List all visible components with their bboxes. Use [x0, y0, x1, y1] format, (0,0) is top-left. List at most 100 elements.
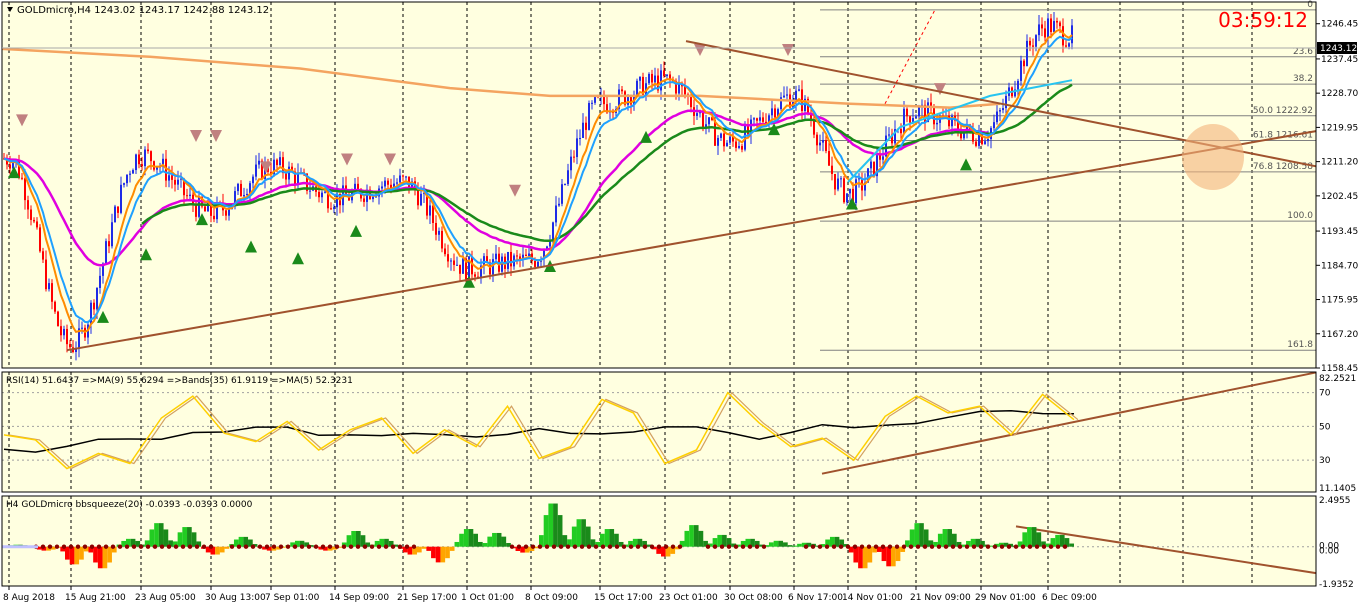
- candle-body: [753, 118, 755, 120]
- squeeze-bar: [172, 541, 178, 547]
- squeeze-bar: [848, 546, 854, 553]
- squeeze-bar: [698, 530, 704, 547]
- squeeze-dot: [89, 544, 95, 549]
- candle-body: [279, 157, 281, 166]
- squeeze-dot: [656, 544, 662, 549]
- candle-body: [1047, 18, 1049, 38]
- candle-body: [813, 120, 815, 135]
- squeeze-bar: [797, 543, 802, 547]
- squeeze-dot: [845, 544, 851, 549]
- candle-body: [900, 128, 902, 134]
- squeeze-dot: [124, 544, 130, 549]
- candle-body: [501, 256, 503, 272]
- squeeze-bar: [529, 546, 535, 551]
- candle-body: [1005, 95, 1007, 109]
- squeeze-bar: [102, 546, 108, 569]
- squeeze-bar: [276, 546, 281, 550]
- squeeze-bar: [1031, 527, 1037, 547]
- candle-body: [993, 122, 995, 129]
- squeeze-trendline[interactable]: [1015, 525, 1317, 575]
- candle-body: [516, 255, 518, 257]
- candle-body: [171, 175, 173, 180]
- squeeze-bar: [477, 541, 483, 547]
- candle-body: [666, 74, 668, 77]
- candle-body: [567, 170, 569, 185]
- candle-body: [441, 230, 443, 249]
- squeeze-dot: [271, 544, 277, 549]
- rsi-axis-label: 50: [1319, 422, 1331, 432]
- candle-body: [978, 134, 980, 146]
- squeeze-dot: [376, 544, 382, 549]
- squeeze-dot: [117, 544, 123, 549]
- squeeze-panel[interactable]: [2, 496, 1316, 586]
- squeeze-bar: [684, 530, 690, 547]
- candle-body: [105, 241, 107, 264]
- candle-body: [21, 177, 23, 179]
- squeeze-bar: [360, 535, 366, 547]
- sell-arrow-icon: [16, 114, 28, 127]
- squeeze-dot: [313, 544, 319, 549]
- candle-body: [762, 117, 764, 122]
- squeeze-bar: [454, 541, 460, 547]
- candle-body: [717, 137, 719, 146]
- squeeze-dot: [516, 544, 522, 549]
- time-axis-label: 21 Nov 09:00: [910, 593, 971, 603]
- candle-body: [621, 89, 623, 92]
- candle-body: [720, 133, 722, 138]
- candle-body: [405, 176, 407, 178]
- candle-body: [924, 104, 926, 123]
- rsi-axis-label: 70: [1319, 389, 1331, 399]
- squeeze-bar: [585, 526, 591, 547]
- squeeze-dot: [957, 544, 963, 549]
- squeeze-dot: [642, 544, 648, 549]
- squeeze-dot: [579, 544, 585, 549]
- candle-body: [747, 125, 749, 135]
- candle-body: [180, 178, 182, 180]
- candle-body: [60, 326, 62, 336]
- candle-body: [660, 70, 662, 91]
- candle-body: [120, 184, 122, 213]
- candle-body: [828, 151, 830, 166]
- squeeze-bar: [961, 544, 967, 547]
- buy-arrow-icon: [846, 197, 858, 210]
- squeeze-bar: [1059, 534, 1065, 547]
- squeeze-bar: [693, 525, 699, 547]
- squeeze-bar: [989, 545, 995, 547]
- candle-body: [819, 142, 821, 146]
- squeeze-bar: [853, 546, 859, 563]
- candle-body: [138, 154, 140, 165]
- squeeze-dot: [159, 544, 165, 549]
- squeeze-dot: [404, 544, 410, 549]
- buy-arrow-icon: [140, 248, 152, 261]
- dropdown-triangle-icon[interactable]: [7, 7, 13, 12]
- candle-body: [435, 222, 437, 235]
- squeeze-bar: [609, 529, 615, 547]
- squeeze-dot: [341, 544, 347, 549]
- squeeze-dot: [530, 544, 536, 549]
- squeeze-bar: [379, 538, 385, 547]
- squeeze-bar: [431, 546, 436, 559]
- squeeze-bar: [83, 546, 89, 552]
- support-trendline[interactable]: [66, 130, 1317, 352]
- squeeze-dot: [299, 544, 305, 549]
- candle-body: [246, 193, 248, 196]
- x-axis-labels: 8 Aug 2018 15 Aug 21:00 23 Aug 05:00 30 Aug…: [3, 586, 1097, 603]
- squeeze-bar: [787, 545, 793, 547]
- squeeze-dot: [831, 544, 837, 549]
- candle-body: [795, 90, 797, 102]
- rsi-trendline[interactable]: [821, 371, 1317, 475]
- candle-body: [153, 161, 155, 170]
- squeeze-bar: [764, 545, 769, 547]
- squeeze-dot: [740, 544, 746, 549]
- squeeze-bar: [595, 541, 601, 547]
- squeeze-bar: [215, 546, 220, 555]
- squeeze-bar: [69, 546, 75, 565]
- candle-body: [483, 256, 485, 266]
- time-axis-label: 1 Oct 01:00: [461, 593, 514, 603]
- candle-body: [798, 89, 800, 91]
- squeeze-bar: [60, 546, 66, 552]
- candle-body: [357, 183, 359, 190]
- candle-body: [384, 180, 386, 187]
- squeeze-bar: [951, 533, 957, 547]
- time-axis-label: 23 Oct 01:00: [659, 593, 718, 603]
